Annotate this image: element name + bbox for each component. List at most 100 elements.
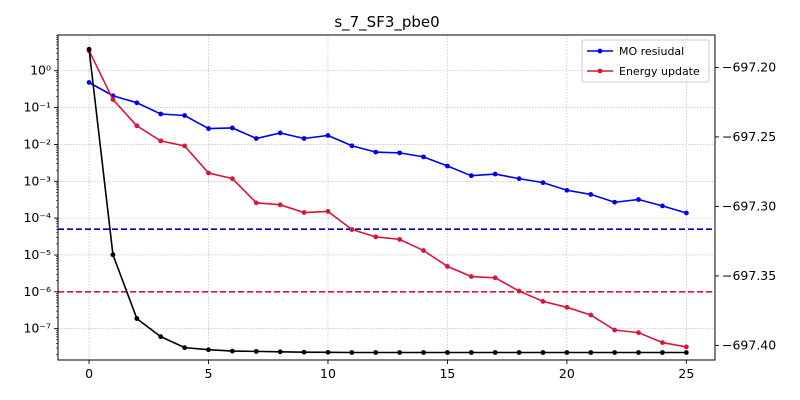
data-point-mo-resiudal — [325, 133, 331, 138]
y-left-tick-label: 10⁰ — [30, 63, 51, 78]
y-axis-left: 10⁰ 10⁻¹ 10⁻² 10⁻³ 10⁻⁴ 10⁻⁵ 10⁻⁶ 10⁻⁷ — [23, 35, 58, 355]
data-point-energy-update — [564, 304, 570, 310]
data-point-mo-resiudal — [301, 136, 307, 141]
data-point-energy-update — [468, 274, 474, 279]
legend-label-mo-residual: MO resiudal — [619, 45, 684, 58]
grid — [58, 35, 715, 360]
y-left-tick-label: 10⁻¹ — [23, 100, 51, 115]
data-point-mo-resiudal — [540, 180, 546, 186]
data-point-mo-resiudal — [612, 199, 618, 205]
data-point-energy-update — [134, 123, 140, 129]
data-point-energy-update — [325, 209, 331, 214]
data-point-mo-resiudal — [468, 173, 474, 179]
data-point-series-2 — [134, 316, 140, 321]
data-point-series-2 — [683, 350, 689, 355]
data-point-energy-update — [683, 344, 689, 350]
legend-label-energy-update: Energy update — [619, 65, 700, 78]
data-point-mo-resiudal — [86, 80, 92, 85]
data-point-energy-update — [540, 298, 546, 304]
data-point-series-2 — [564, 350, 570, 355]
legend-box — [581, 39, 710, 83]
data-point-series-2 — [373, 350, 379, 355]
data-point-series-2 — [468, 350, 474, 355]
data-point-energy-update — [253, 200, 259, 206]
data-point-energy-update — [277, 202, 283, 208]
y-right-tick-label: −697.20 — [722, 59, 776, 74]
y-left-tick-label: 10⁻² — [23, 136, 51, 151]
y-left-tick-label: 10⁻⁵ — [23, 247, 51, 262]
data-point-mo-resiudal — [397, 150, 403, 156]
data-point-mo-resiudal — [421, 154, 426, 160]
x-tick-label: 15 — [439, 366, 455, 381]
data-point-series-2 — [253, 348, 259, 354]
data-point-mo-resiudal — [206, 126, 211, 131]
data-point-series-2 — [325, 349, 331, 355]
data-point-series-2 — [636, 350, 641, 355]
data-point-series-2 — [492, 350, 498, 355]
x-axis: 0 5 10 15 20 25 — [85, 360, 694, 381]
y-right-tick-label: −697.40 — [722, 337, 776, 352]
data-point-energy-update — [349, 227, 355, 232]
plot-frame — [57, 34, 716, 361]
data-point-mo-resiudal — [660, 203, 665, 209]
data-point-energy-update — [612, 327, 618, 333]
data-point-series-2 — [397, 350, 403, 355]
data-point-series-2 — [158, 334, 164, 340]
data-point-energy-update — [636, 330, 641, 336]
legend-marker-energy-update — [597, 68, 603, 74]
data-point-series-2 — [421, 350, 426, 355]
y-left-tick-label: 10⁻³ — [23, 173, 51, 188]
data-point-series-2 — [110, 252, 116, 258]
data-point-series-2 — [182, 345, 188, 351]
data-point-series-2 — [206, 347, 211, 353]
data-point-mo-resiudal — [182, 113, 188, 118]
x-tick-label: 5 — [205, 366, 213, 381]
data-point-series-2 — [230, 348, 235, 354]
data-point-energy-update — [182, 143, 188, 149]
legend-entry-mo-residual: MO resiudal — [587, 45, 684, 58]
data-point-series-2 — [301, 349, 307, 355]
data-point-mo-resiudal — [373, 149, 379, 155]
y-left-tick-label: 10⁻⁴ — [23, 210, 51, 225]
data-point-energy-update — [397, 236, 403, 242]
data-point-series-2 — [660, 350, 665, 355]
data-point-series-2 — [445, 350, 450, 355]
data-point-series-2 — [612, 350, 618, 355]
data-point-energy-update — [158, 138, 164, 144]
data-point-mo-resiudal — [588, 192, 594, 197]
data-point-energy-update — [445, 263, 450, 269]
data-point-energy-update — [206, 170, 211, 176]
data-point-energy-update — [373, 234, 379, 240]
data-point-energy-update — [492, 275, 498, 281]
y-right-tick-label: −697.30 — [722, 198, 776, 213]
y-axis-right: −697.20 −697.25 −697.30 −697.35 −697.40 — [715, 59, 776, 352]
chart-title: s_7_SF3_pbe0 — [334, 13, 439, 32]
data-point-energy-update — [588, 312, 594, 318]
series-line-energy-update — [88, 50, 687, 348]
data-point-mo-resiudal — [277, 130, 283, 136]
legend: MO resiudal Energy update — [581, 39, 710, 83]
data-point-mo-resiudal — [683, 210, 689, 216]
series-line-mo-resiudal — [88, 81, 687, 214]
series-line-series-2 — [88, 49, 687, 354]
data-point-series-2 — [277, 349, 283, 355]
data-point-mo-resiudal — [134, 100, 140, 106]
data-point-energy-update — [230, 176, 235, 182]
y-left-tick-label: 10⁻⁶ — [23, 284, 51, 299]
data-point-mo-resiudal — [230, 125, 235, 131]
threshold-lines — [58, 228, 715, 293]
legend-marker-mo-residual — [597, 48, 603, 54]
data-point-mo-resiudal — [349, 143, 355, 149]
data-point-mo-resiudal — [445, 163, 450, 169]
series-layer — [86, 46, 689, 355]
y-right-tick-label: −697.25 — [722, 129, 776, 144]
data-point-energy-update — [110, 97, 116, 102]
data-point-mo-resiudal — [516, 176, 522, 182]
data-point-mo-resiudal — [636, 197, 641, 202]
data-point-mo-resiudal — [158, 111, 164, 117]
data-point-energy-update — [421, 248, 426, 253]
data-point-mo-resiudal — [253, 136, 259, 141]
y-right-tick-label: −697.35 — [722, 268, 776, 283]
data-point-series-2 — [349, 350, 355, 355]
